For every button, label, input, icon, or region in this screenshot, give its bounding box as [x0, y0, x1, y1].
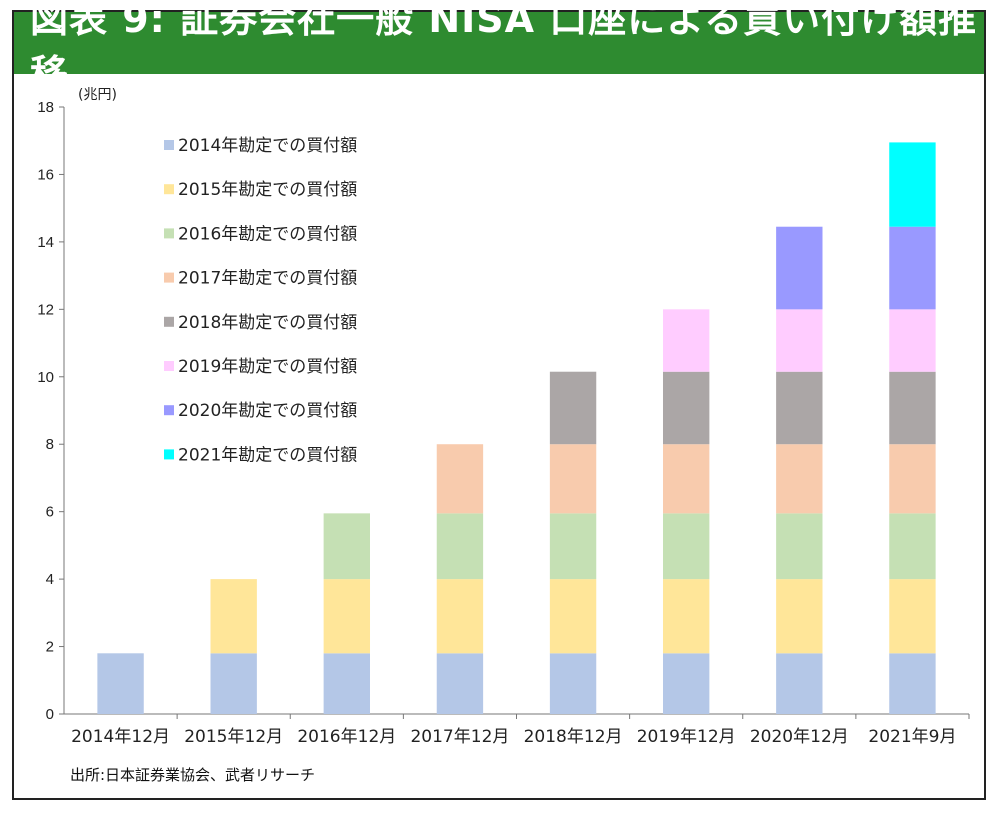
- stacked-bar-chart: 0 2 4 6 8 10 12 14 16 18 (兆円) 2014年12月 2015年12月 2016年…: [37, 87, 970, 747]
- y-tick-label: 12: [37, 301, 54, 318]
- chart-frame: 図表 9: 証券会社一般 NISA 口座による買い付け額推移 0 2 4 6 8 10 12…: [12, 0, 986, 800]
- bar-segment: [436, 513, 484, 580]
- legend-swatch: [164, 361, 174, 371]
- legend-swatch: [164, 316, 174, 327]
- page-title: 図表 9: 証券会社一般 NISA 口座による買い付け額推移: [30, 0, 978, 96]
- bar-segment: [662, 579, 710, 654]
- legend-swatch: [164, 449, 174, 460]
- bar-segment: [776, 513, 823, 580]
- legend-label: 2019年勘定での買付額: [178, 357, 357, 377]
- y-tick-label: 4: [46, 571, 54, 588]
- legend-label: 2017年勘定での買付額: [178, 269, 357, 289]
- x-tick-label: 2018年12月: [524, 727, 623, 747]
- bar-segment: [776, 309, 823, 372]
- bar-segment: [776, 653, 823, 714]
- bar-segment: [323, 579, 371, 654]
- bar-segment: [436, 579, 484, 654]
- bar-segment: [776, 579, 823, 654]
- bar-segment: [889, 579, 936, 654]
- bar-segment: [549, 444, 597, 514]
- legend-label: 2020年勘定での買付額: [178, 401, 357, 421]
- legend-label: 2021年勘定での買付額: [178, 445, 357, 465]
- bar-segment: [210, 653, 257, 714]
- bar-segment: [436, 653, 484, 714]
- bar-segment: [889, 142, 936, 227]
- y-tick-label: 2: [46, 639, 54, 656]
- y-tick-label: 8: [46, 436, 54, 453]
- legend-label: 2016年勘定での買付額: [178, 224, 357, 244]
- y-tick-label: 14: [37, 234, 54, 251]
- legend-swatch: [164, 140, 174, 150]
- x-tick-label: 2014年12月: [71, 727, 170, 747]
- x-tick-label: 2021年9月: [868, 727, 956, 747]
- legend-label: 2014年勘定での買付額: [178, 136, 357, 156]
- bar-segment: [662, 653, 710, 714]
- bar-segment: [889, 309, 936, 372]
- bar-segment: [662, 371, 710, 445]
- bar-segment: [97, 653, 144, 714]
- bar-segment: [662, 309, 710, 372]
- legend-swatch: [164, 184, 174, 195]
- legend-swatch: [164, 405, 174, 416]
- bar-segment: [662, 444, 710, 514]
- bar-segment: [549, 513, 597, 580]
- y-tick-label: 6: [46, 504, 54, 521]
- x-tick-label: 2019年12月: [637, 727, 736, 747]
- bars: [97, 142, 936, 714]
- legend-swatch: [164, 228, 174, 239]
- bar-segment: [323, 513, 371, 580]
- bar-segment: [889, 371, 936, 445]
- bar-segment: [889, 444, 936, 514]
- bar-segment: [662, 513, 710, 580]
- bar-segment: [776, 226, 823, 310]
- legend: 2014年勘定での買付額 2015年勘定での買付額 2016年勘定での買付額 2017…: [164, 136, 357, 465]
- bar-segment: [776, 371, 823, 445]
- x-tick-label: 2020年12月: [750, 727, 849, 747]
- x-tick-label: 2016年12月: [297, 727, 396, 747]
- x-tick-label: 2015年12月: [184, 727, 283, 747]
- bar-segment: [776, 444, 823, 514]
- source-note: 出所:日本証券業協会、武者リサーチ: [70, 766, 316, 784]
- bar-segment: [889, 513, 936, 580]
- y-tick-label: 16: [37, 166, 54, 183]
- bar-segment: [549, 579, 597, 654]
- bar-segment: [549, 653, 597, 714]
- legend-label: 2015年勘定での買付額: [178, 180, 357, 200]
- bar-segment: [889, 653, 936, 714]
- bar-segment: [436, 444, 484, 514]
- legend-label: 2018年勘定での買付額: [178, 313, 357, 333]
- bar-segment: [323, 653, 371, 714]
- bar-segment: [549, 371, 597, 445]
- legend-swatch: [164, 272, 174, 283]
- y-tick-label: 18: [37, 99, 54, 116]
- axes: 0 2 4 6 8 10 12 14 16 18 (兆円) 2014年12月 2015年12月 2016年…: [37, 87, 970, 747]
- bar-segment: [210, 579, 257, 654]
- bar-segment: [889, 226, 936, 310]
- y-unit-label: (兆円): [78, 87, 117, 103]
- title-bar: 図表 9: 証券会社一般 NISA 口座による買い付け額推移: [14, 0, 984, 96]
- y-tick-label: 0: [46, 706, 54, 723]
- x-tick-label: 2017年12月: [410, 727, 509, 747]
- y-tick-label: 10: [37, 369, 54, 386]
